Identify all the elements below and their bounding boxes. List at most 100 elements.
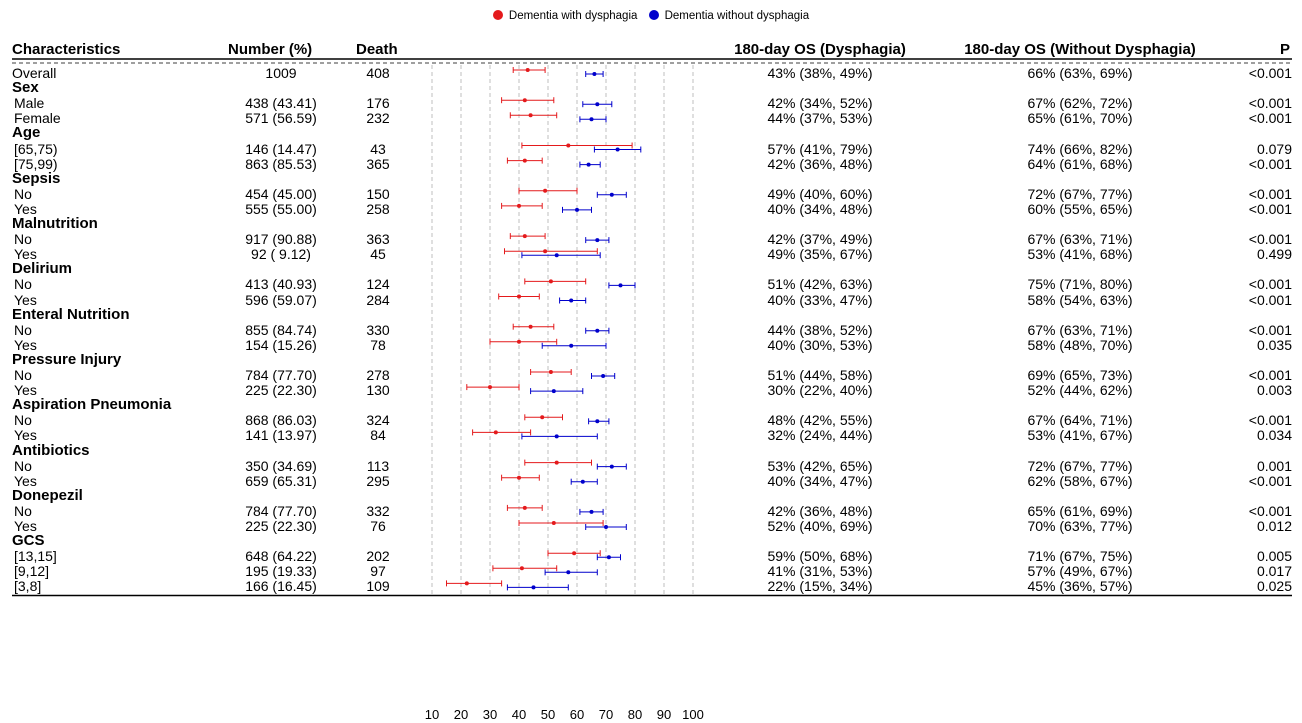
row-os-dysphagia: 53% (42%, 65%) <box>767 457 873 474</box>
row-os-without-dysphagia: 66% (63%, 69%) <box>1027 65 1133 81</box>
row-os-dysphagia: 42% (36%, 48%) <box>767 502 873 519</box>
row-number: 917 (90.88) <box>245 231 317 248</box>
dys-point <box>554 460 559 465</box>
nodys-point <box>609 464 614 469</box>
row-p-value: <0.001 <box>1248 65 1292 81</box>
group-heading: Malnutrition <box>12 215 98 232</box>
row-p-value: 0.079 <box>1256 140 1292 157</box>
header-death: Death <box>356 41 398 58</box>
row-p-value: <0.001 <box>1248 95 1292 112</box>
row-label: Yes <box>14 291 37 308</box>
row-os-dysphagia: 44% (37%, 53%) <box>767 110 873 127</box>
row-label: [75,99) <box>14 155 58 172</box>
row-number: 225 (22.30) <box>245 382 317 399</box>
row-death: 78 <box>370 336 386 353</box>
row-os-dysphagia: 49% (35%, 67%) <box>767 246 873 263</box>
row-label: Yes <box>14 427 37 444</box>
row-death: 295 <box>366 472 390 489</box>
dys-point <box>548 279 553 284</box>
row-number: 454 (45.00) <box>245 185 317 202</box>
nodys-point <box>595 419 600 424</box>
row-death: 76 <box>370 518 386 534</box>
row-number: 784 (77.70) <box>245 367 317 383</box>
dys-point <box>525 68 530 72</box>
row-os-without-dysphagia: 67% (63%, 71%) <box>1027 321 1133 338</box>
row-death: 278 <box>366 367 390 383</box>
row-label: Yes <box>14 336 37 353</box>
dys-point <box>517 203 521 208</box>
x-tick-label: 90 <box>657 707 671 722</box>
row-os-without-dysphagia: 64% (61%, 68%) <box>1027 155 1133 172</box>
row-death: 408 <box>366 65 390 81</box>
row-death: 332 <box>366 502 390 519</box>
row-os-dysphagia: 40% (30%, 53%) <box>767 336 873 353</box>
row-number: 350 (34.69) <box>245 457 317 474</box>
row-os-dysphagia: 40% (34%, 48%) <box>767 200 873 217</box>
row-os-dysphagia: 41% (31%, 53%) <box>767 563 873 580</box>
row-death: 84 <box>370 427 386 444</box>
nodys-point <box>566 570 571 575</box>
dys-point <box>522 158 527 163</box>
row-os-without-dysphagia: 53% (41%, 68%) <box>1027 246 1133 263</box>
row-p-value: <0.001 <box>1248 110 1292 127</box>
nodys-point <box>580 479 585 484</box>
dys-point <box>493 430 498 435</box>
row-label: Yes <box>14 472 37 489</box>
row-p-value: <0.001 <box>1248 291 1292 308</box>
nodys-point <box>586 162 591 167</box>
chart-legend: Dementia with dysphagia Dementia without… <box>0 10 1302 22</box>
row-os-dysphagia: 52% (40%, 69%) <box>767 518 873 534</box>
x-tick-label: 100 <box>682 707 704 722</box>
row-p-value: 0.003 <box>1256 382 1292 399</box>
nodys-point <box>531 585 536 590</box>
nodys-point <box>606 555 611 560</box>
row-p-value: <0.001 <box>1248 367 1292 383</box>
row-p-value: <0.001 <box>1248 502 1292 519</box>
group-heading: Aspiration Pneumonia <box>12 396 172 414</box>
row-os-dysphagia: 40% (33%, 47%) <box>767 291 873 308</box>
x-tick-label: 80 <box>628 707 642 722</box>
row-label: No <box>14 185 32 202</box>
row-os-without-dysphagia: 71% (67%, 75%) <box>1027 548 1133 565</box>
row-death: 202 <box>366 548 390 565</box>
row-number: 1009 <box>265 65 297 81</box>
legend-dot-red <box>492 10 503 20</box>
row-os-dysphagia: 51% (42%, 63%) <box>767 276 873 293</box>
legend-dot-blue <box>648 10 659 20</box>
row-os-without-dysphagia: 60% (55%, 65%) <box>1027 200 1133 217</box>
dys-point <box>522 234 527 239</box>
dys-point <box>566 143 571 148</box>
row-death: 109 <box>366 578 390 595</box>
row-number: 413 (40.93) <box>245 276 317 293</box>
row-p-value: 0.034 <box>1256 427 1292 444</box>
row-p-value: 0.499 <box>1256 246 1292 263</box>
row-os-without-dysphagia: 53% (41%, 67%) <box>1027 427 1133 444</box>
row-label: No <box>14 412 32 429</box>
row-label: No <box>14 231 32 248</box>
x-tick-label: 60 <box>570 707 584 722</box>
dys-point <box>572 551 577 556</box>
row-os-dysphagia: 44% (38%, 52%) <box>767 321 873 338</box>
nodys-point <box>551 389 556 394</box>
row-os-without-dysphagia: 75% (71%, 80%) <box>1027 276 1133 293</box>
row-number: 855 (84.74) <box>245 321 317 338</box>
dys-point <box>517 475 521 480</box>
row-os-dysphagia: 48% (42%, 55%) <box>767 412 873 429</box>
dys-point <box>522 98 527 103</box>
row-label: [3,8] <box>14 578 42 595</box>
dys-point <box>540 415 545 420</box>
row-label: [13,15] <box>14 548 57 565</box>
row-os-dysphagia: 30% (22%, 40%) <box>767 382 873 399</box>
row-number: 154 (15.26) <box>245 336 317 353</box>
row-number: 648 (64.22) <box>245 548 317 565</box>
row-os-dysphagia: 42% (37%, 49%) <box>767 231 873 248</box>
row-os-without-dysphagia: 67% (63%, 71%) <box>1027 231 1133 248</box>
row-p-value: 0.001 <box>1256 457 1292 474</box>
row-number: 571 (56.59) <box>245 110 317 127</box>
row-death: 45 <box>370 246 386 263</box>
row-p-value: 0.005 <box>1256 548 1292 565</box>
row-os-dysphagia: 49% (40%, 60%) <box>767 185 873 202</box>
row-os-without-dysphagia: 45% (36%, 57%) <box>1027 578 1133 595</box>
row-p-value: 0.025 <box>1256 578 1292 595</box>
